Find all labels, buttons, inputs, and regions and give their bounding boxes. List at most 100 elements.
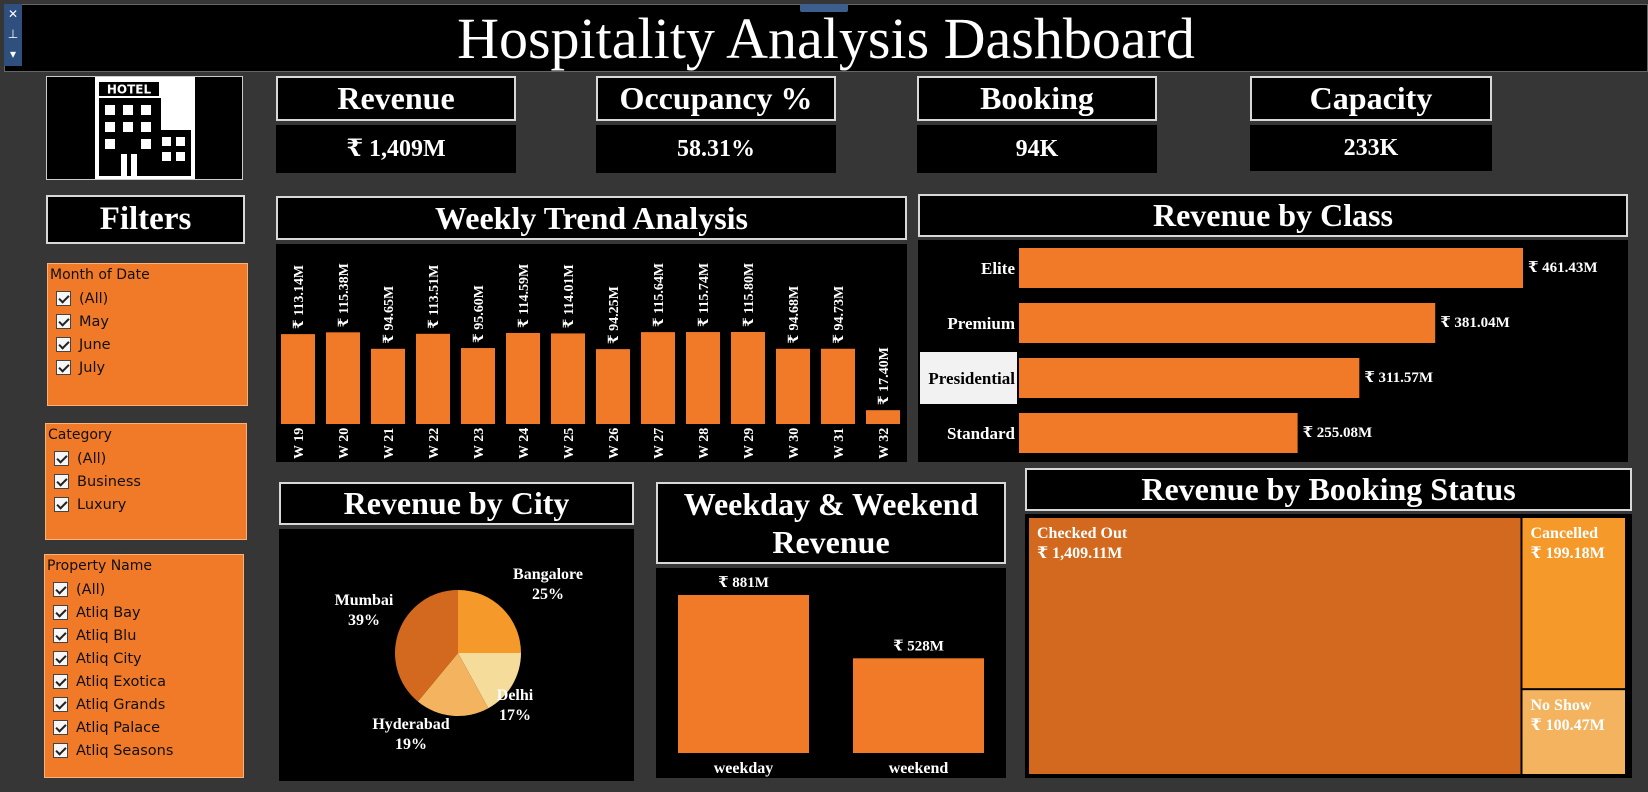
checkbox-checked-icon[interactable]	[53, 582, 68, 597]
weekly-tick-label: W 21	[382, 428, 397, 459]
filter-option[interactable]: July	[48, 356, 247, 379]
status-tile-name: Checked Out	[1037, 525, 1128, 542]
weekday-weekend-title-line1: Weekday & Weekend	[683, 486, 979, 522]
checkbox-checked-icon[interactable]	[54, 497, 69, 512]
filter-option-label: Atliq Seasons	[76, 742, 174, 759]
checkbox-checked-icon[interactable]	[54, 474, 69, 489]
hotel-building-icon: HOTEL	[99, 82, 191, 176]
hotel-logo-label: HOTEL	[107, 83, 152, 97]
status-tile[interactable]	[1522, 690, 1625, 774]
city-slice[interactable]	[458, 590, 521, 653]
filter-option[interactable]: Atliq Palace	[45, 716, 243, 739]
filter-option-label: (All)	[79, 290, 109, 307]
weekly-bar[interactable]	[731, 332, 765, 424]
weekly-tick-label: W 31	[832, 428, 847, 459]
checkbox-checked-icon[interactable]	[53, 628, 68, 643]
filter-option[interactable]: (All)	[46, 447, 246, 470]
pin-icon[interactable]: ⊥	[7, 27, 19, 41]
status-tile[interactable]	[1522, 518, 1625, 689]
kpi-occupancy-value: 58.31%	[596, 125, 836, 173]
city-slice-name: Mumbai	[335, 592, 394, 609]
filter-option[interactable]: Atliq Grands	[45, 693, 243, 716]
checkbox-checked-icon[interactable]	[56, 360, 71, 375]
class-bar[interactable]	[1019, 358, 1360, 398]
kpi-revenue-value: ₹ 1,409M	[276, 125, 516, 173]
filter-option[interactable]: Business	[46, 470, 246, 493]
checkbox-checked-icon[interactable]	[53, 674, 68, 689]
hotel-logo: HOTEL	[46, 76, 243, 180]
city-slice[interactable]	[458, 653, 521, 709]
filter-option[interactable]: June	[48, 333, 247, 356]
weekly-bar[interactable]	[461, 348, 495, 424]
filter-option[interactable]: Atliq City	[45, 647, 243, 670]
filter-option[interactable]: Atliq Bay	[45, 601, 243, 624]
weekly-tick-label: W 19	[292, 428, 307, 459]
weekly-bar[interactable]	[371, 348, 405, 424]
class-bar-label: ₹ 311.57M	[1364, 370, 1433, 386]
checkbox-checked-icon[interactable]	[53, 651, 68, 666]
filter-option-label: May	[79, 313, 109, 330]
filter-option-label: July	[79, 359, 106, 376]
city-slice-percent: 25%	[532, 586, 564, 603]
checkbox-checked-icon[interactable]	[53, 743, 68, 758]
weekly-bar[interactable]	[866, 410, 900, 424]
weekly-bar[interactable]	[416, 333, 450, 424]
status-tile-value: ₹ 1,409.11M	[1037, 545, 1122, 562]
weekday-weekend-title-line2: Revenue	[772, 524, 890, 560]
weekly-bar[interactable]	[596, 349, 630, 424]
weekday-bar[interactable]	[853, 658, 984, 753]
revenue-by-class-chart: Elite ₹ 461.43M Premium ₹ 381.04M Presidenti…	[918, 240, 1628, 462]
weekly-bar[interactable]	[776, 348, 810, 424]
city-slice[interactable]	[417, 653, 489, 716]
weekly-bar[interactable]	[821, 348, 855, 424]
weekly-bar-label: ₹ 94.25M	[607, 286, 622, 344]
toolbar-strip: ✕ ⊥ ▾	[4, 4, 22, 66]
checkbox-checked-icon[interactable]	[53, 697, 68, 712]
dropdown-icon[interactable]: ▾	[9, 47, 17, 61]
filter-month-header: Month of Date	[50, 267, 150, 283]
status-tile[interactable]	[1029, 518, 1521, 774]
checkbox-checked-icon[interactable]	[54, 451, 69, 466]
weekly-bar[interactable]	[641, 332, 675, 424]
checkbox-checked-icon[interactable]	[56, 291, 71, 306]
weekly-bar[interactable]	[551, 333, 585, 424]
class-bar[interactable]	[1019, 248, 1523, 288]
city-slice[interactable]	[395, 590, 458, 702]
weekday-weekend-title: Weekday & Weekend Revenue	[656, 482, 1006, 564]
checkbox-checked-icon[interactable]	[56, 314, 71, 329]
filter-option[interactable]: Atliq Seasons	[45, 739, 243, 762]
weekly-bar-label: ₹ 94.73M	[832, 286, 847, 344]
weekly-bar-label: ₹ 113.51M	[427, 265, 442, 329]
weekday-weekend-chart: ₹ 881M weekday ₹ 528M weekend	[656, 568, 1006, 778]
weekday-bar-label: ₹ 881M	[718, 575, 769, 591]
checkbox-checked-icon[interactable]	[53, 720, 68, 735]
city-slice-percent: 17%	[499, 707, 531, 724]
weekly-tick-label: W 26	[607, 428, 622, 459]
filter-option[interactable]: (All)	[45, 578, 243, 601]
weekly-bar-label: ₹ 115.80M	[742, 263, 757, 327]
filter-option[interactable]: Atliq Exotica	[45, 670, 243, 693]
checkbox-checked-icon[interactable]	[56, 337, 71, 352]
weekly-bar[interactable]	[281, 334, 315, 424]
close-icon[interactable]: ✕	[7, 7, 19, 21]
class-bar[interactable]	[1019, 413, 1298, 453]
weekday-tick-label: weekend	[889, 760, 949, 777]
weekday-bar-label: ₹ 528M	[893, 638, 944, 654]
filter-property-header: Property Name	[47, 558, 152, 574]
filter-option[interactable]: May	[48, 310, 247, 333]
filter-option[interactable]: Atliq Blu	[45, 624, 243, 647]
weekly-bar[interactable]	[686, 332, 720, 424]
filter-option[interactable]: Luxury	[46, 493, 246, 516]
weekday-bar[interactable]	[678, 595, 809, 753]
filter-option-label: (All)	[77, 450, 107, 467]
class-bar[interactable]	[1019, 303, 1436, 343]
filter-category-header: Category	[48, 427, 112, 443]
filter-option[interactable]: (All)	[48, 287, 247, 310]
checkbox-checked-icon[interactable]	[53, 605, 68, 620]
weekly-bar[interactable]	[506, 332, 540, 424]
weekly-tick-label: W 28	[697, 428, 712, 459]
class-bar-label: ₹ 381.04M	[1440, 315, 1510, 331]
revenue-by-class-title: Revenue by Class	[918, 194, 1628, 237]
drag-handle[interactable]	[800, 4, 848, 12]
weekly-bar[interactable]	[326, 332, 360, 424]
